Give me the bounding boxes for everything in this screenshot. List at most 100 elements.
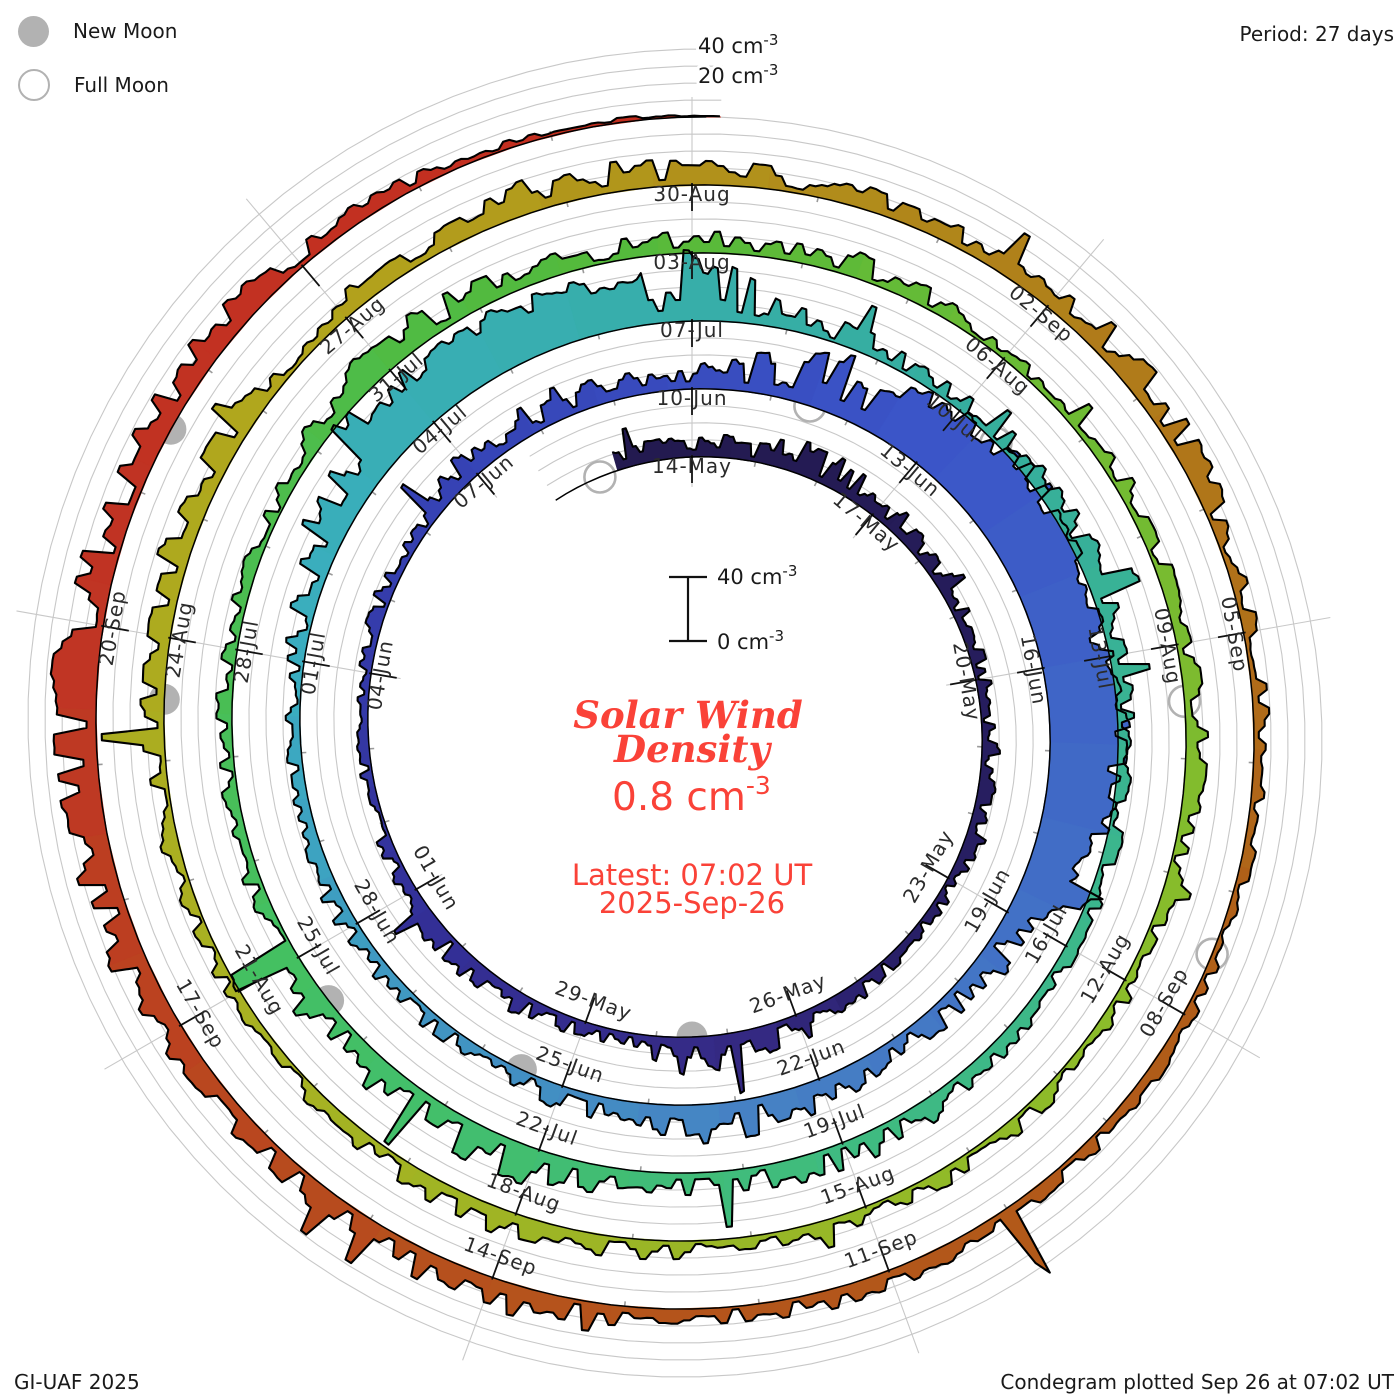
date-tick xyxy=(235,648,263,656)
density-fill-segment xyxy=(975,739,1001,805)
date-tick xyxy=(584,997,596,1025)
density-fill-segment xyxy=(522,115,650,145)
outer-scale-20-label: 20 cm-3 xyxy=(698,61,778,88)
date-radial-gridline xyxy=(852,238,1105,539)
date-tick xyxy=(300,264,321,287)
full-moon-label: Full Moon xyxy=(74,73,169,97)
legend-row-full-moon: Full Moon xyxy=(18,62,177,108)
date-tick xyxy=(475,472,496,496)
date-tick xyxy=(1150,643,1179,650)
density-fill-segment xyxy=(101,710,175,824)
date-tick xyxy=(560,1061,573,1089)
baseline-spiral xyxy=(95,116,1255,1310)
density-fill-segment xyxy=(758,241,866,279)
date-radial-gridline xyxy=(16,610,401,680)
latest-date-label: 2025-Sep-26 xyxy=(599,886,785,920)
moon-legend: New Moon Full Moon xyxy=(18,0,177,108)
center-scale-top-label: 40 cm-3 xyxy=(717,562,797,589)
date-radial-gridline xyxy=(946,616,1331,686)
density-fill-segment xyxy=(76,457,153,586)
date-tick xyxy=(809,1054,821,1082)
date-tick xyxy=(1083,655,1112,662)
density-fill-segment xyxy=(566,272,664,341)
density-fill-segment xyxy=(268,1152,383,1264)
credit-label: GI-UAF 2025 xyxy=(14,1370,140,1394)
date-radial-gridline xyxy=(784,986,920,1354)
date-tick xyxy=(898,460,918,484)
center-scale-bottom-label: 0 cm-3 xyxy=(717,627,784,654)
legend-row-new-moon: New Moon xyxy=(18,8,177,54)
date-tick xyxy=(925,864,951,880)
date-tick xyxy=(854,512,875,536)
density-fill-segment xyxy=(1095,451,1160,547)
date-radial-gridline xyxy=(921,862,1261,1059)
outer-scale-40-label: 40 cm-3 xyxy=(698,31,778,58)
center-scale-bar xyxy=(669,575,707,643)
full-moon-marker xyxy=(583,460,617,494)
density-fill-segment xyxy=(727,1217,835,1251)
chart-title-line2: Density xyxy=(613,727,773,771)
density-gridline-spiral xyxy=(61,82,1289,1344)
date-tick xyxy=(368,672,397,679)
density-fill-segment xyxy=(292,797,333,882)
date-label: 07-Jul xyxy=(660,318,724,342)
date-tick xyxy=(355,909,381,925)
date-tick xyxy=(878,1245,891,1273)
density-fill-segment xyxy=(251,1021,332,1112)
date-tick xyxy=(344,316,364,339)
density-fill-segment xyxy=(879,193,990,264)
chart-title-line1: Solar Wind xyxy=(573,693,803,737)
date-label: 10-Jun xyxy=(656,386,727,410)
date-tick xyxy=(1101,966,1127,982)
date-tick xyxy=(949,678,978,686)
date-tick xyxy=(101,624,129,632)
date-label: 03-Aug xyxy=(653,250,730,274)
density-fill-segment xyxy=(1139,849,1192,954)
date-tick xyxy=(1016,666,1045,674)
date-tick xyxy=(296,943,322,959)
date-tick xyxy=(986,356,1006,380)
new-moon-icon xyxy=(18,15,49,47)
plotted-timestamp-label: Condegram plotted Sep 26 at 07:02 UT xyxy=(1000,1370,1394,1394)
date-tick xyxy=(414,875,440,891)
density-fill-segment xyxy=(362,1054,455,1146)
date-tick xyxy=(785,990,798,1018)
density-fill-segment xyxy=(1173,746,1208,854)
density-fill-segment xyxy=(536,159,655,210)
date-tick xyxy=(855,1181,868,1209)
density-fill-segment xyxy=(301,470,378,557)
density-gridline-spiral xyxy=(44,65,1306,1361)
date-tick xyxy=(491,1252,503,1280)
date-tick xyxy=(983,898,1010,914)
date-tick xyxy=(178,1011,204,1027)
date-tick xyxy=(1029,304,1050,328)
density-fill-segment xyxy=(713,1021,780,1094)
full-moon-icon xyxy=(18,69,50,101)
new-moon-label: New Moon xyxy=(73,19,178,43)
density-fill-segment xyxy=(191,262,304,360)
density-fill-segment xyxy=(1028,377,1106,458)
date-tick xyxy=(1217,631,1246,639)
density-fill-segment xyxy=(156,489,214,603)
date-tick xyxy=(1160,1000,1186,1016)
density-fill-segment xyxy=(433,179,544,254)
date-tick xyxy=(537,1125,549,1153)
date-tick xyxy=(1042,932,1069,948)
density-fill-segment xyxy=(748,280,835,343)
date-tick xyxy=(432,420,452,443)
density-curve xyxy=(49,114,1271,1332)
latest-time-label: Latest: 07:02 UT xyxy=(572,858,813,892)
date-label: 05-Sep xyxy=(1216,595,1253,674)
latest-value: 0.8 cm-3 xyxy=(612,771,771,820)
date-label: 09-Aug xyxy=(1149,606,1186,686)
date-label: 14-May xyxy=(652,454,732,478)
date-tick xyxy=(832,1117,844,1145)
date-tick xyxy=(514,1188,526,1216)
density-fill-segment xyxy=(767,164,888,215)
date-tick xyxy=(168,636,196,644)
density-fill-segment xyxy=(971,996,1040,1075)
period-label: Period: 27 days xyxy=(1239,22,1394,46)
date-label: 23-May xyxy=(898,826,959,907)
